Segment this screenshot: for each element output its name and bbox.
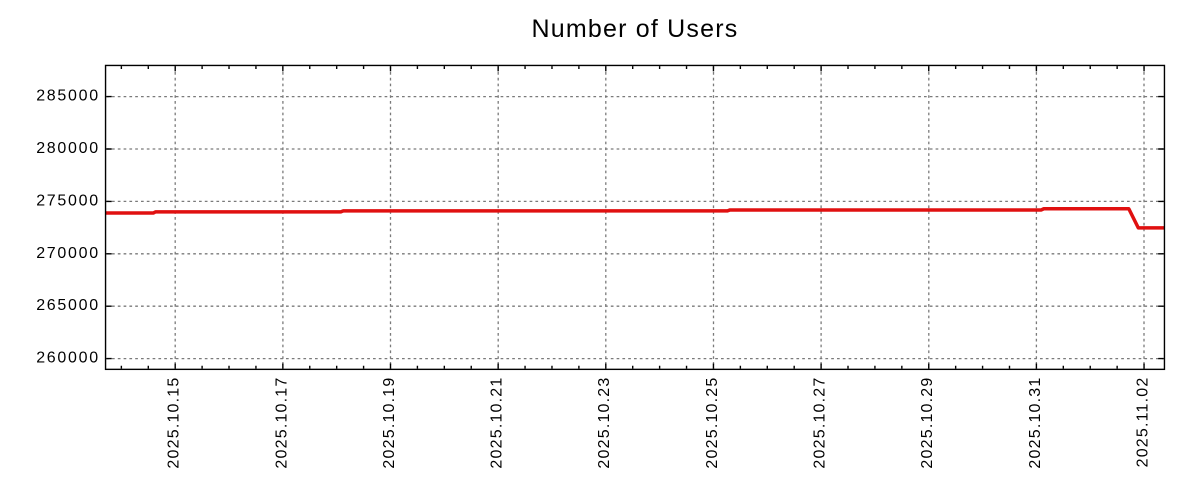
svg-text:2025.10.19: 2025.10.19 <box>381 377 398 469</box>
svg-text:265000: 265000 <box>36 297 100 314</box>
svg-text:285000: 285000 <box>36 88 100 105</box>
svg-text:2025.10.23: 2025.10.23 <box>596 377 613 469</box>
svg-text:2025.10.21: 2025.10.21 <box>489 377 506 469</box>
svg-text:2025.10.15: 2025.10.15 <box>166 377 183 469</box>
svg-text:2025.10.27: 2025.10.27 <box>812 377 829 469</box>
svg-text:2025.10.25: 2025.10.25 <box>704 377 721 469</box>
svg-text:Number of Users: Number of Users <box>532 15 739 43</box>
svg-text:2025.10.31: 2025.10.31 <box>1027 377 1044 469</box>
svg-text:270000: 270000 <box>36 245 100 262</box>
svg-text:260000: 260000 <box>36 350 100 367</box>
svg-text:2025.10.29: 2025.10.29 <box>919 377 936 469</box>
svg-text:275000: 275000 <box>36 192 100 209</box>
svg-text:2025.11.02: 2025.11.02 <box>1134 377 1151 468</box>
svg-text:280000: 280000 <box>36 140 100 157</box>
svg-text:2025.10.17: 2025.10.17 <box>273 377 290 469</box>
